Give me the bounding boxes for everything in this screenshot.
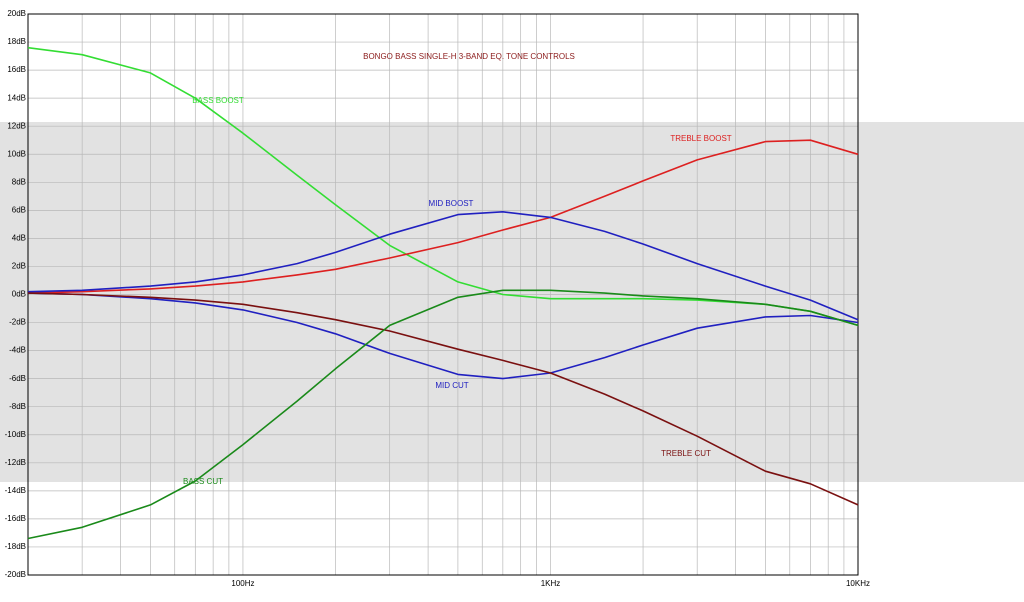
- y-tick-label: -10dB: [5, 430, 26, 439]
- y-tick-label: 10dB: [7, 149, 26, 158]
- watermark-band: [0, 122, 1024, 482]
- y-tick-label: -18dB: [5, 542, 26, 551]
- series-label: BASS CUT: [183, 477, 223, 486]
- y-tick-label: 16dB: [7, 65, 26, 74]
- series-label: TREBLE BOOST: [670, 134, 731, 143]
- series-label: MID CUT: [435, 381, 468, 390]
- y-tick-label: 14dB: [7, 93, 26, 102]
- y-tick-label: 18dB: [7, 37, 26, 46]
- x-tick-label: 1KHz: [541, 579, 561, 588]
- series-line: [27, 289, 859, 540]
- x-tick-label: 100Hz: [231, 579, 254, 588]
- y-tick-label: 0dB: [12, 290, 26, 299]
- y-tick-label: -4dB: [9, 346, 26, 355]
- chart-title: BONGO BASS SINGLE-H 3-BAND EQ. TONE CONT…: [363, 52, 575, 61]
- plot-frame: [27, 13, 859, 576]
- x-tick-label: 10KHz: [846, 579, 870, 588]
- series-label: TREBLE CUT: [661, 449, 711, 458]
- series-line: [27, 139, 859, 294]
- y-tick-label: -20dB: [5, 570, 26, 579]
- y-tick-label: 20dB: [7, 9, 26, 18]
- y-tick-label: 4dB: [12, 234, 26, 243]
- grid: [28, 13, 859, 576]
- series-line: [27, 211, 859, 321]
- y-tick-label: -14dB: [5, 486, 26, 495]
- series-label: BASS BOOST: [192, 96, 244, 105]
- series-label: MID BOOST: [429, 199, 474, 208]
- y-tick-label: -6dB: [9, 374, 26, 383]
- y-tick-label: 12dB: [7, 121, 26, 130]
- series-line: [27, 46, 859, 327]
- y-tick-label: -12dB: [5, 458, 26, 467]
- y-tick-label: 8dB: [12, 177, 26, 186]
- series-line: [27, 292, 859, 506]
- y-tick-label: 2dB: [12, 262, 26, 271]
- y-tick-label: 6dB: [12, 205, 26, 214]
- y-tick-label: -16dB: [5, 514, 26, 523]
- y-tick-label: -8dB: [9, 402, 26, 411]
- series-line: [27, 292, 859, 380]
- y-tick-label: -2dB: [9, 318, 26, 327]
